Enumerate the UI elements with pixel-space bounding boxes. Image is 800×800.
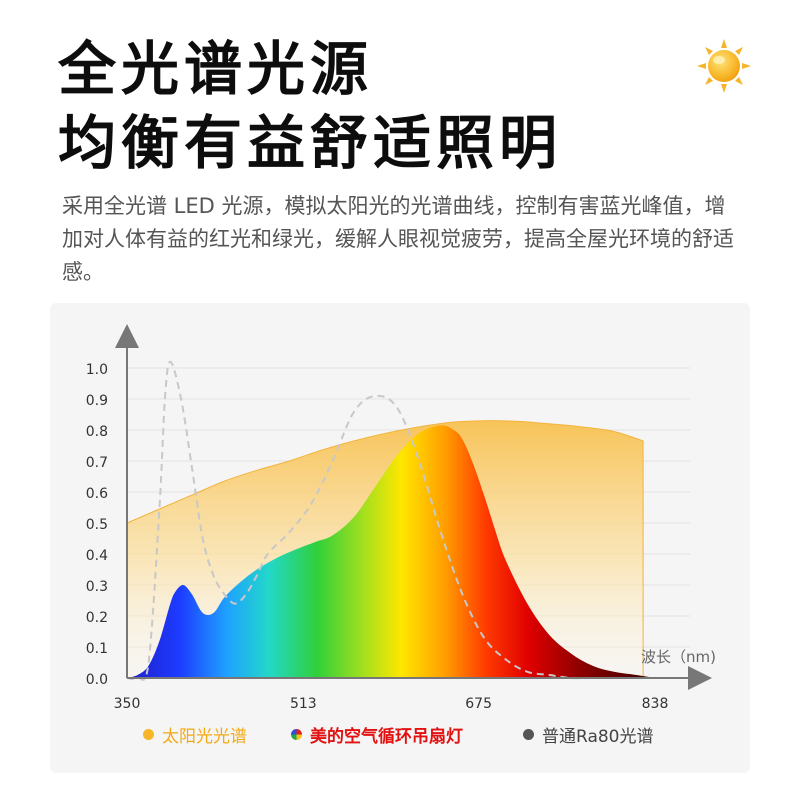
legend-dot-midea <box>291 729 302 740</box>
legend-label-midea: 美的空气循环吊扇灯 <box>310 727 463 747</box>
chart-axes <box>115 324 712 690</box>
x-tick-label: 675 <box>465 696 492 712</box>
x-axis-label: 波长（nm) <box>641 648 716 666</box>
page-title-line1: 全光谱光源 <box>58 35 374 103</box>
chart-legend: 太阳光光谱 美的空气循环吊扇灯 普通Ra80光谱 <box>0 722 800 752</box>
y-tick-label: 0.8 <box>86 424 108 440</box>
x-tick-label: 350 <box>114 696 141 712</box>
y-tick-labels: 0.0 0.1 0.2 0.3 0.4 0.5 0.6 0.7 0.8 0.9 1.0 <box>86 362 108 688</box>
description-text: 采用全光谱 LED 光源，模拟太阳光的光谱曲线，控制有害蓝光峰值，增加对人体有益… <box>62 194 734 284</box>
x-tick-label: 838 <box>642 696 669 712</box>
sun-icon <box>697 39 751 93</box>
y-tick-label: 0.9 <box>86 393 108 409</box>
legend-dot-sun <box>143 729 154 740</box>
y-tick-label: 0.1 <box>86 641 108 657</box>
y-tick-label: 0.7 <box>86 455 108 471</box>
page-title-line2: 均衡有益舒适照明 <box>58 109 563 177</box>
legend-label-ra80: 普通Ra80光谱 <box>542 727 654 747</box>
x-tick-label: 513 <box>290 696 317 712</box>
y-tick-label: 0.6 <box>86 486 108 502</box>
y-tick-label: 1.0 <box>86 362 108 378</box>
legend-item-sun: 太阳光光谱 <box>143 722 247 747</box>
y-tick-label: 0.5 <box>86 517 108 533</box>
legend-label-sun: 太阳光光谱 <box>162 727 247 747</box>
midea-spectrum-area <box>127 425 655 678</box>
y-tick-label: 0.2 <box>86 610 108 626</box>
y-tick-label: 0.3 <box>86 579 108 595</box>
y-tick-label: 0.4 <box>86 548 108 564</box>
legend-dot-ra80 <box>523 729 534 740</box>
y-tick-label: 0.0 <box>86 672 108 688</box>
x-tick-labels: 350 513 675 838 <box>114 696 669 712</box>
legend-item-ra80: 普通Ra80光谱 <box>523 722 654 747</box>
legend-item-midea: 美的空气循环吊扇灯 <box>291 722 463 747</box>
ra80-spectrum-line <box>126 360 614 681</box>
